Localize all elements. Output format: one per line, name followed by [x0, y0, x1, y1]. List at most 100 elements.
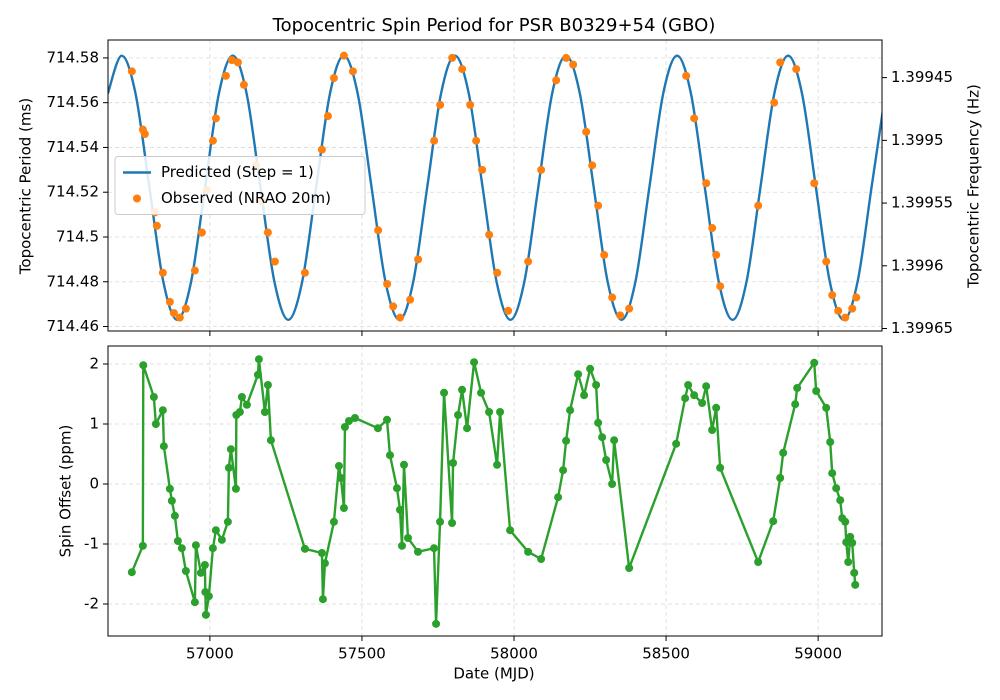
data-point — [708, 224, 717, 233]
data-point — [242, 400, 251, 409]
y2-axis-label: Topocentric Frequency (Hz) — [965, 84, 983, 289]
data-point — [834, 306, 843, 315]
data-point — [485, 230, 494, 239]
y2-tick-label: 1.39945 — [891, 68, 953, 86]
data-point — [239, 80, 248, 89]
plot-area — [127, 355, 860, 628]
legend-box — [114, 156, 366, 215]
y-axis-label: Spin Offset (ppm) — [57, 425, 75, 558]
data-point — [537, 165, 546, 174]
data-point — [196, 568, 205, 577]
data-point — [181, 567, 190, 576]
axes-frame — [107, 345, 883, 637]
data-point — [223, 517, 232, 526]
data-point — [190, 266, 199, 275]
data-point — [152, 221, 161, 230]
data-point — [190, 598, 199, 607]
data-point — [392, 484, 401, 493]
data-point — [235, 408, 244, 417]
y-tick-label: 714.48 — [47, 272, 100, 290]
y-tick-label: 714.58 — [47, 48, 100, 66]
data-point — [300, 268, 309, 277]
data-point — [270, 257, 279, 266]
data-point — [374, 226, 383, 235]
data-point — [260, 408, 269, 417]
data-point — [350, 414, 359, 423]
data-point — [836, 496, 845, 505]
data-point — [610, 436, 619, 445]
data-point — [702, 179, 711, 188]
data-point — [812, 387, 821, 396]
y2-tick-label: 1.39965 — [891, 319, 953, 337]
data-point — [300, 544, 309, 553]
y-tick-label: -2 — [84, 595, 99, 613]
data-point — [165, 297, 174, 306]
data-point — [318, 595, 327, 604]
data-point — [690, 114, 699, 123]
data-point — [200, 561, 209, 570]
data-point — [396, 313, 405, 322]
data-point — [851, 580, 860, 589]
data-point — [263, 228, 272, 237]
data-point — [339, 504, 348, 513]
data-point — [436, 517, 445, 526]
data-point — [616, 311, 625, 320]
legend-marker — [133, 194, 141, 203]
data-point — [582, 127, 591, 136]
data-point — [524, 547, 533, 556]
data-point — [138, 541, 147, 550]
data-point — [237, 393, 246, 402]
data-point — [211, 526, 220, 535]
data-point — [770, 98, 779, 107]
data-point — [832, 484, 841, 493]
data-point — [382, 415, 391, 424]
data-point — [139, 361, 148, 370]
data-point — [463, 424, 472, 433]
data-point — [233, 58, 242, 67]
data-point — [403, 534, 412, 543]
y2-tick-label: 1.3995 — [891, 131, 944, 149]
data-point — [828, 291, 837, 300]
data-point — [716, 282, 725, 291]
data-point — [841, 517, 850, 526]
data-point — [681, 394, 690, 403]
data-point — [397, 541, 406, 550]
data-point — [227, 56, 236, 65]
data-point — [684, 381, 693, 390]
data-point — [373, 424, 382, 433]
data-point — [158, 268, 167, 277]
data-point — [625, 564, 634, 573]
data-point — [822, 257, 831, 266]
y-tick-label: 714.5 — [56, 227, 99, 245]
data-point — [493, 268, 502, 277]
data-point — [253, 370, 262, 379]
data-point — [600, 250, 609, 259]
data-point — [841, 313, 850, 322]
y-tick-label: 2 — [89, 355, 99, 373]
data-point — [574, 370, 583, 379]
data-point — [562, 436, 571, 445]
data-point — [224, 463, 233, 472]
data-point — [496, 408, 505, 417]
data-point — [197, 228, 206, 237]
data-point — [828, 469, 837, 478]
data-point — [588, 161, 597, 170]
data-point — [608, 480, 617, 489]
data-point — [167, 496, 176, 505]
data-point — [769, 517, 778, 526]
x-tick-label: 59000 — [794, 645, 842, 663]
data-point — [458, 385, 467, 394]
data-point — [159, 442, 168, 451]
y-tick-label: 714.46 — [47, 317, 100, 335]
data-point — [776, 474, 785, 483]
data-point — [791, 400, 800, 409]
data-point — [569, 60, 578, 69]
data-point — [448, 519, 457, 528]
data-point — [266, 436, 275, 445]
data-point — [537, 555, 546, 564]
data-point — [472, 136, 481, 145]
data-point — [448, 53, 457, 62]
data-point — [592, 381, 601, 390]
data-point — [149, 393, 158, 402]
data-point — [323, 112, 332, 121]
